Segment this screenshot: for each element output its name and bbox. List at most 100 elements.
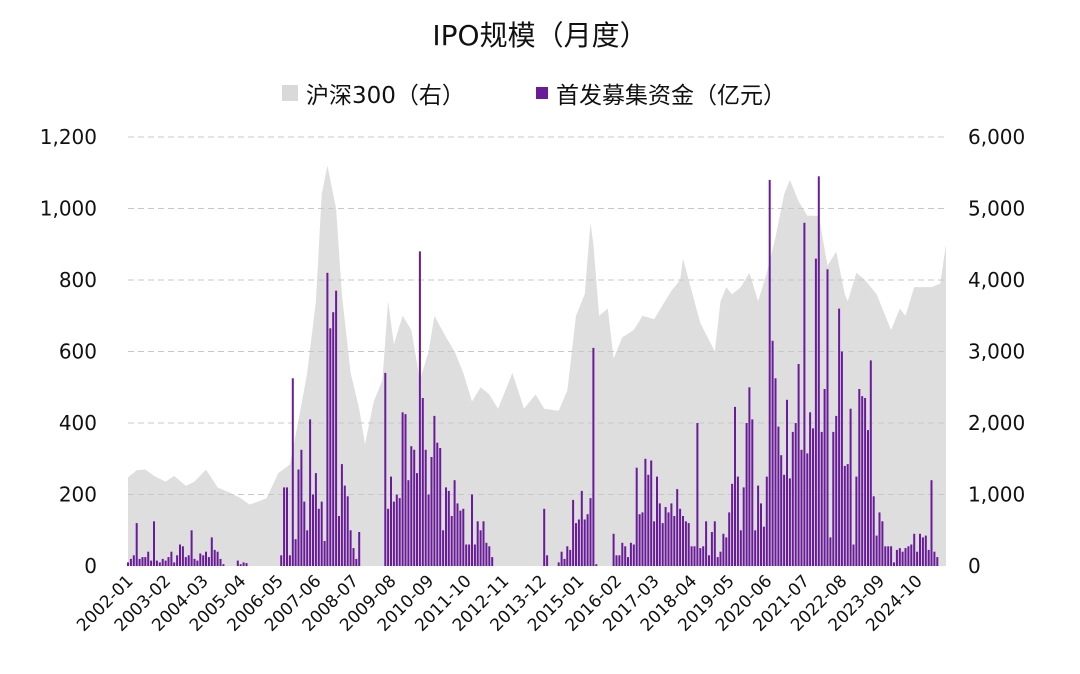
ipo-bar (340, 464, 343, 566)
ipo-bar (656, 476, 658, 566)
ipo-bar (757, 485, 760, 566)
ipo-bar (401, 412, 404, 566)
ipo-bar (312, 494, 314, 566)
ipo-bar (916, 551, 919, 566)
ipo-bar (858, 389, 861, 566)
ipo-bar (869, 360, 872, 566)
ipo-bar (219, 558, 222, 566)
ipo-bar (349, 530, 352, 567)
ipo-bar (138, 558, 141, 566)
ipo-bar (485, 542, 488, 566)
ipo-bar (291, 378, 294, 566)
ipo-bar (644, 458, 647, 567)
ipo-bar (213, 549, 216, 566)
ipo-bar (861, 396, 864, 566)
ipo-bar (421, 398, 424, 566)
ipo-bar (199, 553, 202, 566)
ipo-bar (343, 485, 346, 566)
ipo-bar (164, 560, 167, 566)
ipo-bar (447, 490, 450, 566)
ipo-bar (309, 419, 312, 566)
ipo-bar (615, 555, 618, 566)
ipo-bar (716, 557, 719, 566)
ipo-bar (132, 555, 135, 566)
ipo-bar (745, 423, 748, 566)
ipo-bar (722, 533, 725, 566)
ipo-bar (317, 508, 320, 566)
ipo-bar (667, 512, 670, 566)
ipo-bar (751, 419, 754, 566)
ipo-bar (829, 537, 832, 566)
ipo-bar (433, 415, 436, 566)
ipo-bar (855, 476, 858, 566)
ipo-bar (754, 530, 757, 567)
y-right-tick-label: 5,000 (968, 197, 1025, 221)
ipo-bar (384, 372, 387, 566)
ipo-bar (734, 406, 736, 566)
ipo-bar (612, 533, 615, 566)
ipo-bar (768, 179, 771, 566)
ipo-bar (439, 448, 442, 566)
ipo-bar (748, 387, 751, 567)
ipo-bar (563, 558, 566, 566)
ipo-bar (479, 530, 482, 567)
ipo-bar (569, 549, 572, 566)
ipo-bar (314, 473, 317, 566)
ipo-bar (713, 521, 716, 566)
ipo-bar (907, 546, 910, 566)
ipo-bar (840, 351, 843, 566)
ipo-bar (661, 523, 664, 566)
ipo-bar (760, 503, 762, 566)
ipo-bar (898, 548, 901, 566)
ipo-bar (462, 508, 465, 566)
ipo-bar (404, 414, 407, 566)
ipo-bar (910, 544, 913, 566)
y-right-tick-label: 4,000 (968, 268, 1025, 292)
ipo-bar (650, 460, 653, 566)
ipo-bar (543, 508, 546, 566)
ipo-bar (144, 557, 147, 566)
ipo-bar (788, 478, 791, 566)
ipo-bar (843, 465, 846, 566)
ipo-bar (638, 514, 641, 566)
ipo-bar (450, 516, 453, 566)
ipo-bar (921, 537, 924, 566)
ipo-bar (560, 551, 563, 566)
y-left-tick-label: 400 (59, 411, 97, 435)
ipo-bar (566, 546, 569, 566)
ipo-bar (682, 516, 684, 566)
y-right-tick-label: 6,000 (968, 125, 1025, 149)
ipo-bar (288, 555, 291, 566)
ipo-bar (673, 516, 676, 566)
ipo-bar (283, 487, 286, 566)
ipo-bar (323, 541, 326, 566)
ipo-bar (647, 474, 650, 566)
ipo-bar (624, 546, 627, 566)
ipo-bar (930, 480, 933, 566)
ipo-bar (196, 560, 199, 566)
ipo-bar (867, 430, 869, 566)
csi300-area (128, 165, 946, 566)
ipo-bar (424, 449, 427, 566)
ipo-bar (190, 530, 193, 567)
ipo-bar (583, 519, 586, 566)
ipo-bar (193, 558, 196, 566)
ipo-bar (135, 523, 138, 566)
ipo-bar (627, 557, 629, 566)
ipo-bar (852, 544, 855, 566)
ipo-bar (205, 551, 207, 566)
ipo-bar (332, 312, 335, 566)
ipo-bar (436, 442, 439, 566)
ipo-bar (129, 558, 132, 566)
ipo-bar (696, 423, 699, 566)
ipo-bar (806, 453, 809, 566)
ipo-bar (239, 564, 242, 566)
ipo-bar (216, 551, 219, 566)
ipo-bar (335, 290, 338, 566)
ipo-bar (445, 487, 447, 566)
ipo-bar (392, 501, 395, 566)
ipo-bar (777, 426, 780, 566)
ipo-bar (410, 446, 413, 566)
ipo-bar (577, 519, 580, 566)
